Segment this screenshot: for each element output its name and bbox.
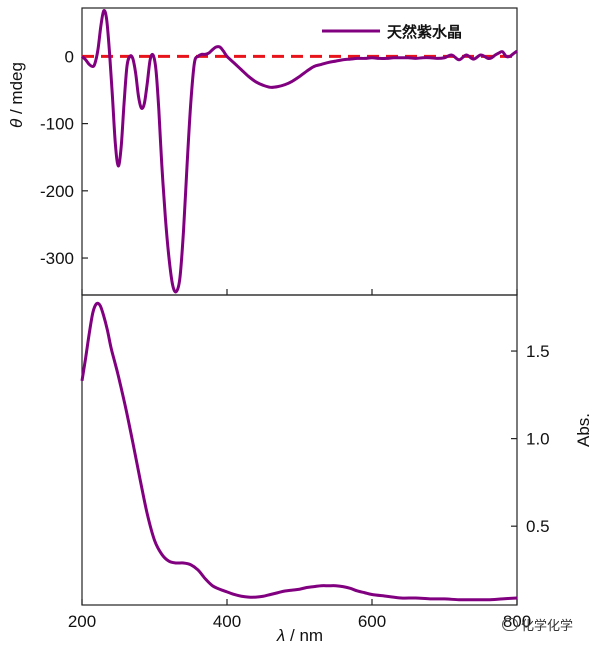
top-y-axis-title: θ / mdeg (7, 62, 26, 128)
legend: 天然紫水晶 (322, 23, 462, 41)
top-cd-series-line (80, 8, 518, 294)
top-panel-frame (81, 7, 518, 296)
bottom-y-tick-label: 0.5 (526, 517, 550, 536)
bottom-y-tick-label: 1.0 (526, 430, 550, 449)
bottom-y-tick-label: 1.5 (526, 342, 550, 361)
top-y-tick-label: -200 (40, 182, 74, 201)
x-tick-label: 600 (358, 612, 386, 631)
top-y-tick-label: -300 (40, 249, 74, 268)
legend-label: 天然紫水晶 (387, 23, 462, 41)
top-y-ticks: 0 -100 -200 -300 (40, 47, 88, 268)
top-y-tick-label: -100 (40, 115, 74, 134)
bottom-abs-series-line (80, 301, 518, 602)
x-axis-title: λ / nm (276, 626, 323, 645)
x-tick-label: 400 (213, 612, 241, 631)
x-tick-label: 200 (68, 612, 96, 631)
bottom-panel-frame (81, 294, 518, 606)
watermark-label: 化学化学 (521, 619, 574, 634)
watermark: 化学化学 (502, 615, 573, 634)
wechat-icon (502, 618, 518, 631)
bottom-y-axis-title: Abs. (574, 413, 593, 447)
top-y-tick-label: 0 (65, 47, 74, 66)
